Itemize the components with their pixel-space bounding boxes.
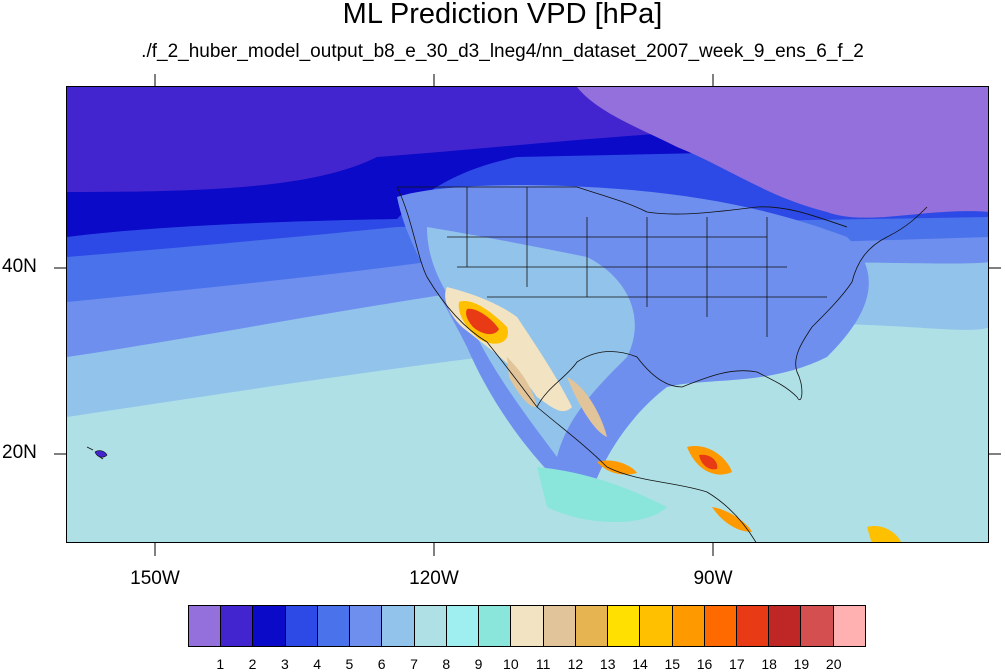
- colorbar-label: 20: [825, 656, 842, 672]
- colorbar-label: 10: [503, 656, 519, 672]
- colorbar: [188, 605, 866, 647]
- colorbar-label: 19: [793, 656, 810, 672]
- colorbar-swatch: [253, 606, 286, 646]
- colorbar-label: 16: [696, 656, 713, 672]
- colorbar-swatch: [801, 606, 834, 646]
- lon-label-150w: 150W: [130, 568, 180, 589]
- band-1: [577, 87, 988, 218]
- colorbar-label: 9: [474, 656, 483, 672]
- central-america-hot: [699, 454, 718, 470]
- colorbar-label: 11: [535, 656, 551, 672]
- baja-dry: [507, 357, 537, 408]
- lat-label-20n: 20N: [2, 442, 37, 463]
- colorbar-swatch: [543, 606, 576, 646]
- colorbar-label: 4: [313, 656, 322, 672]
- colorbar-label: 14: [632, 656, 648, 672]
- colorbar-swatch: [446, 606, 480, 646]
- colorbar-swatch: [575, 606, 609, 646]
- colorbar-swatch: [479, 606, 512, 646]
- colorbar-swatch: [833, 606, 865, 646]
- colorbar-swatch: [769, 606, 802, 646]
- mexico-dry: [567, 377, 607, 437]
- vpd-map: [67, 87, 988, 542]
- mexico-south-warm: [597, 460, 637, 475]
- map-plot-area: [66, 86, 989, 543]
- colorbar-label: 13: [599, 656, 616, 672]
- colorbar-label: 2: [248, 656, 257, 672]
- coastlines: [86, 186, 928, 542]
- hawaii-islands: [94, 450, 108, 458]
- colorbar-label: 3: [280, 656, 289, 672]
- colorbar-label: 8: [442, 656, 451, 672]
- lon-label-120w: 120W: [409, 568, 459, 589]
- colorbar-swatch: [382, 606, 415, 646]
- central-america-south: [712, 507, 752, 532]
- colorbar-swatch: [704, 606, 737, 646]
- south-america-warm: [867, 526, 901, 542]
- lat-label-40n: 40N: [2, 256, 37, 277]
- colorbar-label: 5: [345, 656, 354, 672]
- colorbar-swatch: [285, 606, 318, 646]
- map-title: ML Prediction VPD [hPa]: [342, 0, 663, 30]
- colorbar-label: 12: [567, 656, 584, 672]
- map-subtitle: ./f_2_huber_model_output_b8_e_30_d3_lneg…: [141, 41, 864, 62]
- colorbar-label: 7: [410, 656, 418, 672]
- colorbar-label: 1: [216, 656, 225, 672]
- colorbar-label: 15: [664, 656, 681, 672]
- colorbar-label: 18: [761, 656, 777, 672]
- colorbar-swatch: [608, 606, 641, 646]
- colorbar-swatch: [511, 606, 544, 646]
- colorbar-swatch: [640, 606, 673, 646]
- colorbar-swatch: [221, 606, 254, 646]
- lon-label-90w: 90W: [693, 568, 733, 589]
- colorbar-label: 6: [377, 656, 386, 672]
- colorbar-swatch: [672, 606, 705, 646]
- colorbar-swatch: [736, 606, 770, 646]
- colorbar-swatch: [189, 606, 222, 646]
- southwest-core: [466, 308, 499, 335]
- colorbar-label: 17: [729, 656, 745, 672]
- caribbean-teal: [537, 467, 667, 522]
- colorbar-swatch: [414, 606, 447, 646]
- colorbar-swatch: [350, 606, 383, 646]
- colorbar-swatch: [317, 606, 351, 646]
